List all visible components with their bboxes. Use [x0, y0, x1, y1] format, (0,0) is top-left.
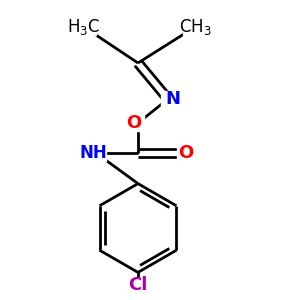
Text: O: O	[126, 114, 141, 132]
Text: $\mathsf{H_3C}$: $\mathsf{H_3C}$	[68, 17, 100, 37]
Text: NH: NH	[79, 144, 107, 162]
Bar	[177, 145, 195, 161]
Bar	[128, 279, 148, 294]
Bar	[60, 19, 96, 35]
Bar	[160, 91, 182, 107]
Text: Cl: Cl	[128, 276, 148, 294]
Text: $\mathsf{CH_3}$: $\mathsf{CH_3}$	[178, 17, 212, 37]
Bar	[80, 145, 106, 161]
Text: N: N	[165, 90, 180, 108]
Text: O: O	[178, 144, 194, 162]
Bar	[126, 115, 144, 131]
Bar	[183, 19, 219, 35]
